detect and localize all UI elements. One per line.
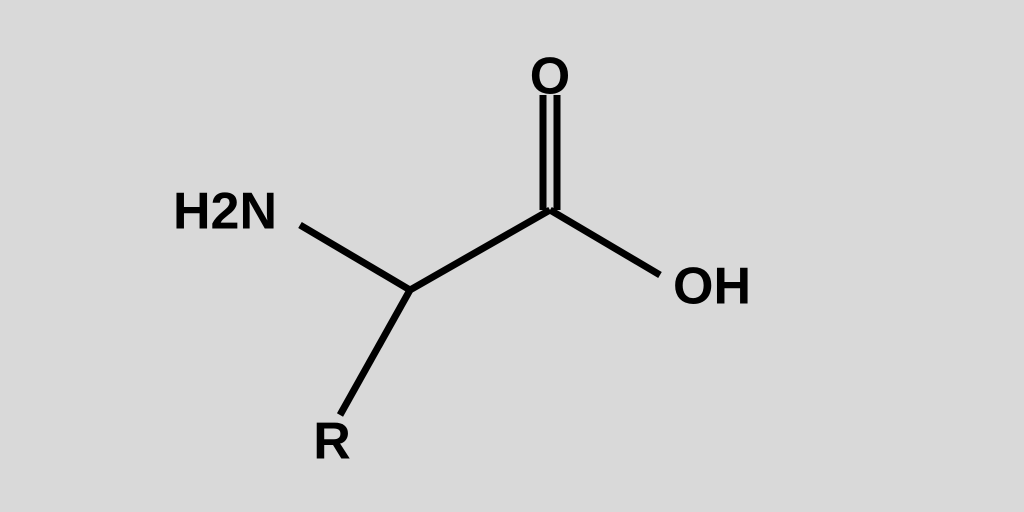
r-label: R — [313, 413, 351, 471]
amine-label: H2N — [173, 183, 277, 241]
hydroxyl-label: OH — [673, 258, 751, 316]
diagram-background — [0, 0, 1024, 512]
amino-acid-structure-diagram: H2N R OH O — [0, 0, 1024, 512]
dbl-o-label: O — [530, 48, 570, 106]
